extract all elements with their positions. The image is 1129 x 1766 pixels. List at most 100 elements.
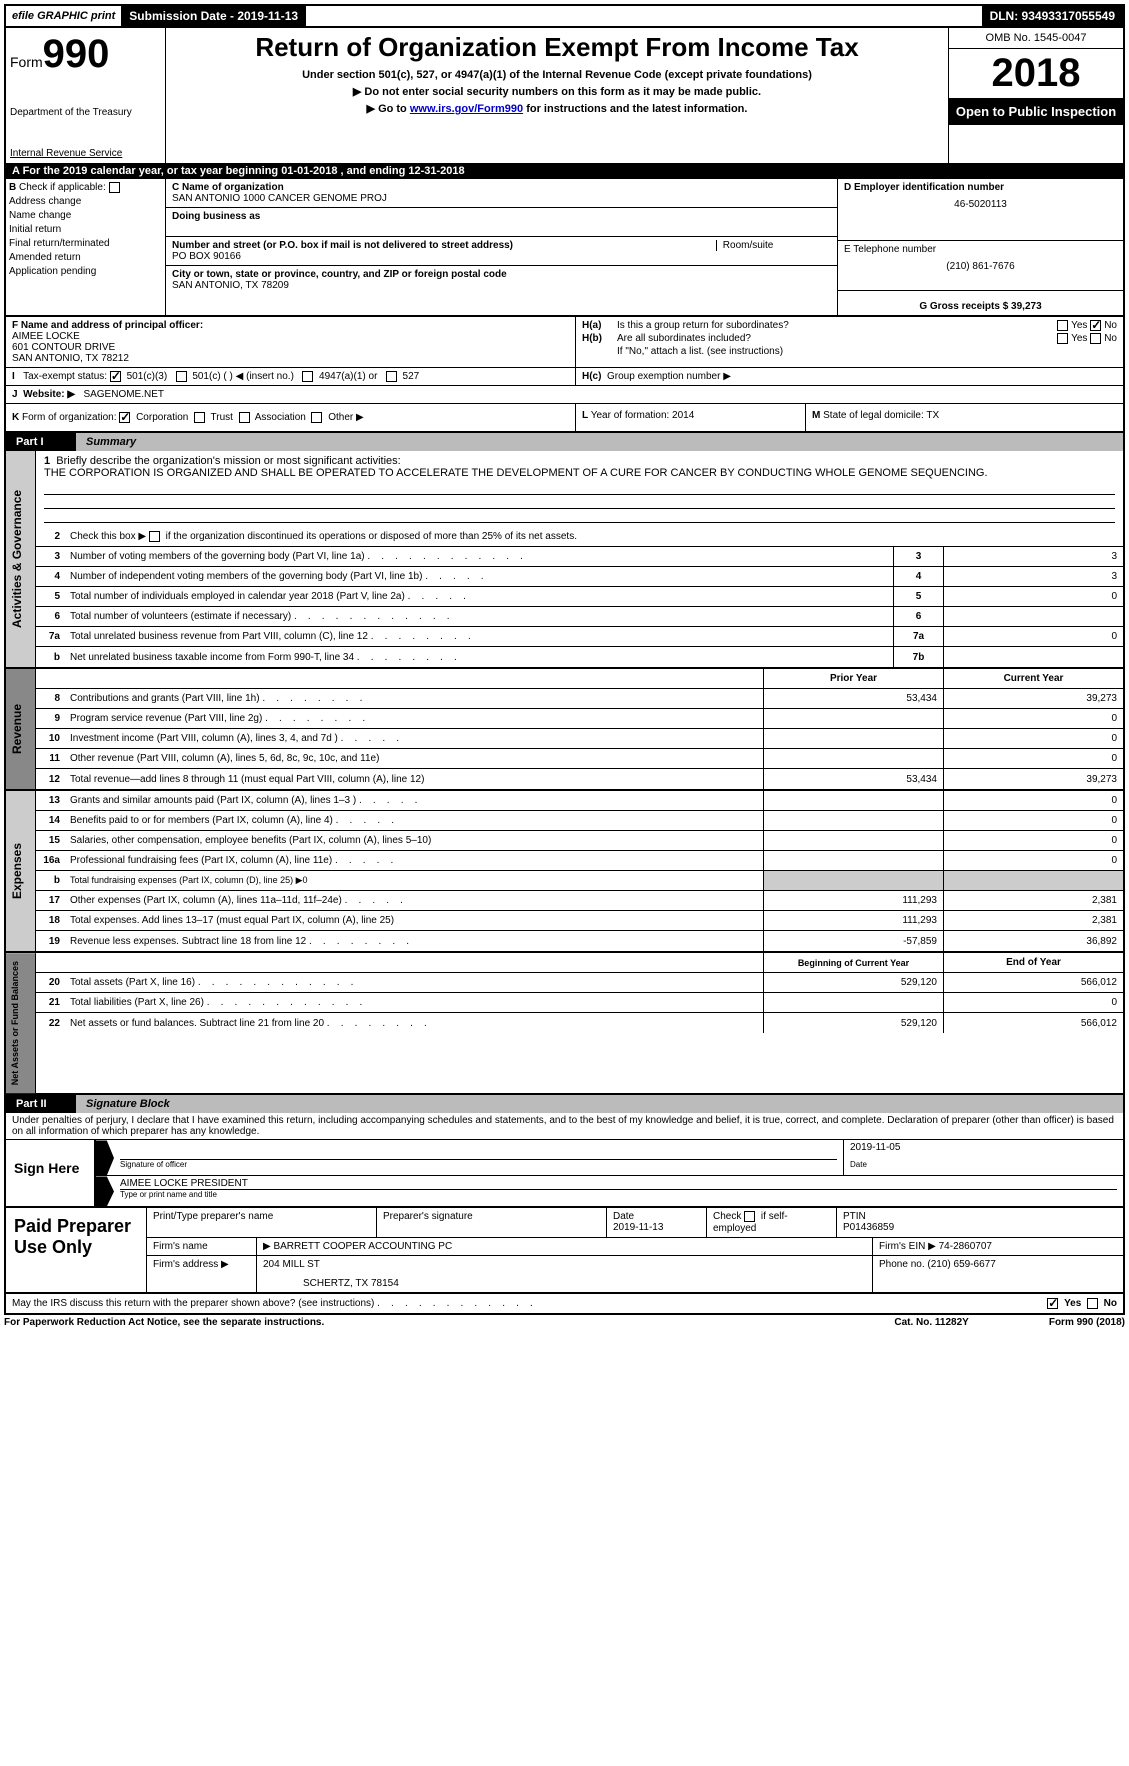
line-19: Revenue less expenses. Subtract line 18 … xyxy=(66,934,763,949)
dept-treasury: Department of the Treasury xyxy=(10,107,161,118)
line-16b: Total fundraising expenses (Part IX, col… xyxy=(66,873,763,888)
checkbox-line2[interactable] xyxy=(149,531,160,542)
line-7b-val xyxy=(943,647,1123,667)
line-8: Contributions and grants (Part VIII, lin… xyxy=(66,691,763,706)
line-16a: Professional fundraising fees (Part IX, … xyxy=(66,853,763,868)
checkbox-ha-yes[interactable] xyxy=(1057,320,1068,331)
irs-link[interactable]: www.irs.gov/Form990 xyxy=(410,103,523,115)
line-7a: Total unrelated business revenue from Pa… xyxy=(66,629,893,644)
line-7b: Net unrelated business taxable income fr… xyxy=(66,650,893,665)
col-f: F Name and address of principal officer:… xyxy=(6,317,576,367)
efile-label: efile GRAPHIC print xyxy=(6,8,121,24)
side-netassets: Net Assets or Fund Balances xyxy=(6,953,36,1093)
begin-year-header: Beginning of Current Year xyxy=(763,953,943,972)
section-a: A For the 2019 calendar year, or tax yea… xyxy=(4,163,1125,179)
checkbox-501c3[interactable] xyxy=(110,371,121,382)
officer-name-title: AIMEE LOCKE PRESIDENT xyxy=(120,1178,1117,1190)
cat-no: Cat. No. 11282Y xyxy=(894,1317,968,1328)
col-d: D Employer identification number 46-5020… xyxy=(838,179,1123,315)
phone-value: (210) 861-7676 xyxy=(844,261,1117,272)
open-public: Open to Public Inspection xyxy=(949,98,1123,125)
sig-officer-label: Signature of officer xyxy=(120,1160,837,1169)
officer-addr2: SAN ANTONIO, TX 78212 xyxy=(12,353,569,364)
ein-value: 46-5020113 xyxy=(844,199,1117,210)
checkbox-discuss-no[interactable] xyxy=(1087,1298,1098,1309)
header-right: OMB No. 1545-0047 2018 Open to Public In… xyxy=(948,28,1123,163)
sig-date-label: Date xyxy=(850,1160,1117,1169)
line-6: Total number of volunteers (estimate if … xyxy=(66,609,893,624)
checkbox-other[interactable] xyxy=(311,412,322,423)
paperwork-notice: For Paperwork Reduction Act Notice, see … xyxy=(4,1317,324,1328)
dba-label: Doing business as xyxy=(172,211,831,222)
gross-receipts: G Gross receipts $ 39,273 xyxy=(844,301,1117,312)
org-name: SAN ANTONIO 1000 CANCER GENOME PROJ xyxy=(172,193,831,204)
checkbox-hb-no[interactable] xyxy=(1090,333,1101,344)
officer-addr1: 601 CONTOUR DRIVE xyxy=(12,342,569,353)
street-label: Number and street (or P.O. box if mail i… xyxy=(172,240,513,251)
checkbox-4947[interactable] xyxy=(302,371,313,382)
discuss-row: May the IRS discuss this return with the… xyxy=(4,1294,1125,1315)
side-revenue: Revenue xyxy=(6,669,36,789)
col-k: K Form of organization: Corporation Trus… xyxy=(6,404,576,431)
line-5: Total number of individuals employed in … xyxy=(66,589,893,604)
line-6-val xyxy=(943,607,1123,626)
arrow-icon xyxy=(96,1140,114,1175)
checkbox-corp[interactable] xyxy=(119,412,130,423)
line-13: Grants and similar amounts paid (Part IX… xyxy=(66,793,763,808)
current-year-header: Current Year xyxy=(943,669,1123,688)
org-name-label: C Name of organization xyxy=(172,182,831,193)
name-title-label: Type or print name and title xyxy=(120,1190,1117,1199)
arrow-icon xyxy=(96,1176,114,1206)
checkbox-discuss-yes[interactable] xyxy=(1047,1298,1058,1309)
mission-value: THE CORPORATION IS ORGANIZED AND SHALL B… xyxy=(44,467,1115,479)
firm-name: ▶ BARRETT COOPER ACCOUNTING PC xyxy=(257,1238,873,1255)
line-21: Total liabilities (Part X, line 26) xyxy=(66,995,763,1010)
row-j: J Website: ▶ SAGENOME.NET xyxy=(4,386,1125,404)
top-bar: efile GRAPHIC print Submission Date - 20… xyxy=(4,4,1125,28)
submission-date: Submission Date - 2019-11-13 xyxy=(121,6,306,26)
form-number: 990 xyxy=(43,32,110,76)
form-prefix: Form xyxy=(10,54,43,70)
form-subtitle: Under section 501(c), 527, or 4947(a)(1)… xyxy=(170,69,944,81)
phone-label: E Telephone number xyxy=(844,244,1117,255)
room-label: Room/suite xyxy=(716,240,774,251)
checkbox-ha-no[interactable] xyxy=(1090,320,1101,331)
dln: DLN: 93493317055549 xyxy=(982,6,1123,26)
checkbox-trust[interactable] xyxy=(194,412,205,423)
col-hc: H(c) Group exemption number ▶ xyxy=(576,368,1123,385)
note-link: ▶ Go to www.irs.gov/Form990 for instruct… xyxy=(170,102,944,115)
tax-year: 2018 xyxy=(949,49,1123,98)
side-activities: Activities & Governance xyxy=(6,451,36,667)
note-ssn: ▶ Do not enter social security numbers o… xyxy=(170,85,944,98)
line-1-num: 1 xyxy=(44,455,50,467)
line-3: Number of voting members of the governin… xyxy=(66,549,893,564)
col-h: H(a) Is this a group return for subordin… xyxy=(576,317,1123,367)
line-3-val: 3 xyxy=(943,547,1123,566)
checkbox-hb-yes[interactable] xyxy=(1057,333,1068,344)
checkbox-applicable[interactable] xyxy=(109,182,120,193)
part2-header: Part II Signature Block xyxy=(4,1095,1125,1113)
col-b: B Check if applicable: Address change Na… xyxy=(6,179,166,315)
col-i: I Tax-exempt status: 501(c)(3) 501(c) ( … xyxy=(6,368,576,385)
website-value: SAGENOME.NET xyxy=(83,389,164,400)
line-14: Benefits paid to or for members (Part IX… xyxy=(66,813,763,828)
line-17: Other expenses (Part IX, column (A), lin… xyxy=(66,893,763,908)
line-11: Other revenue (Part VIII, column (A), li… xyxy=(66,751,763,766)
line-18: Total expenses. Add lines 13–17 (must eq… xyxy=(66,913,763,928)
line-10: Investment income (Part VIII, column (A)… xyxy=(66,731,763,746)
line-9: Program service revenue (Part VIII, line… xyxy=(66,711,763,726)
line-7a-val: 0 xyxy=(943,627,1123,646)
prior-year-header: Prior Year xyxy=(763,669,943,688)
omb-number: OMB No. 1545-0047 xyxy=(949,28,1123,49)
line-5-val: 0 xyxy=(943,587,1123,606)
checkbox-self-emp[interactable] xyxy=(744,1211,755,1222)
street-value: PO BOX 90166 xyxy=(172,251,831,262)
line-4-val: 3 xyxy=(943,567,1123,586)
checkbox-501c[interactable] xyxy=(176,371,187,382)
col-c: C Name of organization SAN ANTONIO 1000 … xyxy=(166,179,838,315)
irs-label: Internal Revenue Service xyxy=(10,148,161,159)
form-id-block: Form990 Department of the Treasury Inter… xyxy=(6,28,166,163)
city-value: SAN ANTONIO, TX 78209 xyxy=(172,280,831,291)
checkbox-527[interactable] xyxy=(386,371,397,382)
checkbox-assoc[interactable] xyxy=(239,412,250,423)
